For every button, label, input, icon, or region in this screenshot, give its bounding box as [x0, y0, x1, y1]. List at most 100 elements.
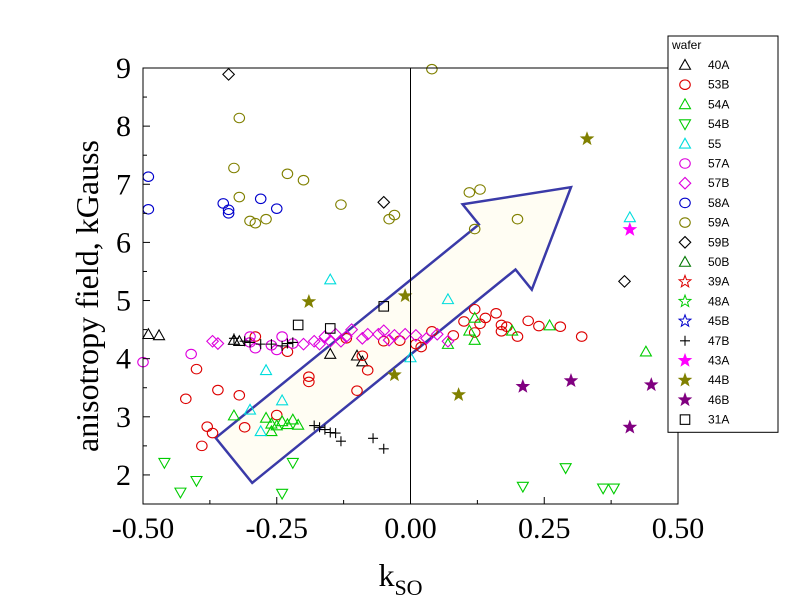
data-point: [233, 112, 246, 124]
legend-marker: [678, 235, 692, 249]
legend-marker: [679, 158, 691, 169]
legend-marker: [679, 414, 691, 425]
legend-label: 59A: [708, 216, 729, 230]
y-tick-label: 6: [116, 226, 131, 259]
data-point: [462, 324, 476, 336]
data-point: [324, 323, 336, 334]
legend-label: 57B: [708, 176, 729, 190]
data-point: [371, 327, 385, 341]
data-point: [238, 421, 251, 433]
legend-label: 50B: [708, 255, 729, 269]
data-point: [495, 319, 508, 331]
legend-label: 44B: [708, 373, 729, 387]
data-point: [522, 315, 535, 327]
data-point: [303, 371, 315, 382]
data-point: [329, 327, 343, 341]
x-axis-label-main: k: [378, 557, 394, 593]
data-point: [296, 337, 311, 351]
data-point: [575, 331, 588, 342]
data-point: [398, 327, 412, 341]
legend-marker: [679, 79, 691, 90]
legend-label: 48A: [708, 294, 729, 308]
legend-marker: [678, 119, 692, 131]
data-point: [468, 333, 482, 345]
annotation-arrow-layer: [213, 185, 573, 485]
data-point: [291, 418, 305, 430]
data-point: [554, 321, 567, 332]
legend-label: 46B: [708, 393, 729, 407]
series-43A: [622, 221, 638, 236]
data-point: [339, 330, 353, 344]
data-point: [639, 345, 653, 357]
data-point: [249, 342, 262, 354]
data-point: [622, 419, 638, 434]
data-point: [622, 221, 638, 236]
data-point: [559, 463, 573, 475]
data-point: [617, 274, 632, 288]
x-axis-label: kSO: [378, 557, 422, 600]
data-point: [190, 475, 203, 488]
data-point: [420, 331, 434, 345]
data-point: [313, 337, 327, 351]
data-point: [468, 327, 481, 338]
data-point: [201, 421, 213, 432]
data-point: [377, 324, 391, 338]
data-point: [409, 328, 423, 342]
data-point: [430, 327, 444, 341]
data-point: [233, 389, 246, 401]
data-point: [350, 349, 364, 361]
data-point: [330, 428, 341, 439]
data-point: [378, 301, 390, 312]
x-tick-label: 0.00: [384, 512, 437, 545]
y-tick-label: 8: [116, 110, 131, 143]
data-point: [264, 424, 278, 437]
data-point: [270, 418, 284, 431]
data-point: [516, 481, 530, 494]
x-tick-label: 0.50: [652, 512, 705, 545]
data-point: [244, 215, 256, 227]
data-point: [468, 223, 481, 235]
legend-label: 31A: [708, 413, 729, 427]
legend-marker: [677, 392, 693, 407]
data-point: [355, 331, 369, 345]
y-tick-label: 9: [116, 52, 131, 85]
data-point: [579, 131, 595, 146]
data-points-layer: [137, 63, 659, 501]
legend-label: 40A: [708, 58, 729, 72]
data-point: [286, 413, 300, 425]
legend-label: 54B: [708, 117, 729, 131]
data-point: [335, 199, 347, 210]
data-point: [500, 321, 513, 332]
data-point: [441, 334, 455, 348]
data-point: [451, 387, 466, 402]
data-point: [511, 331, 524, 342]
data-point: [515, 378, 531, 393]
legend-label: 55: [708, 137, 722, 151]
y-tick-label: 3: [116, 401, 131, 434]
legend: wafer 40A 53B 54A 54B 55 57A 57B 58A 59A 59B 50B 39A…: [667, 35, 779, 433]
data-point: [211, 337, 225, 351]
x-tick-label: 0.25: [518, 512, 571, 545]
series-46B: [515, 373, 659, 434]
data-point: [490, 308, 502, 319]
data-point: [511, 213, 524, 225]
data-point: [286, 457, 300, 470]
data-point: [301, 293, 317, 309]
data-point: [275, 488, 289, 501]
data-point: [232, 334, 246, 347]
data-point: [228, 162, 240, 174]
data-point: [206, 334, 220, 348]
data-point: [222, 204, 235, 216]
data-point: [323, 334, 337, 348]
data-point: [277, 340, 288, 351]
data-point: [275, 393, 289, 406]
data-point: [249, 217, 262, 229]
data-point: [378, 443, 389, 454]
data-point: [314, 422, 325, 433]
legend-label: 43A: [708, 354, 729, 368]
legend-label: 58A: [708, 196, 729, 210]
data-point: [260, 213, 272, 225]
y-tick-label: 7: [116, 168, 131, 201]
legend-marker: [677, 293, 693, 308]
